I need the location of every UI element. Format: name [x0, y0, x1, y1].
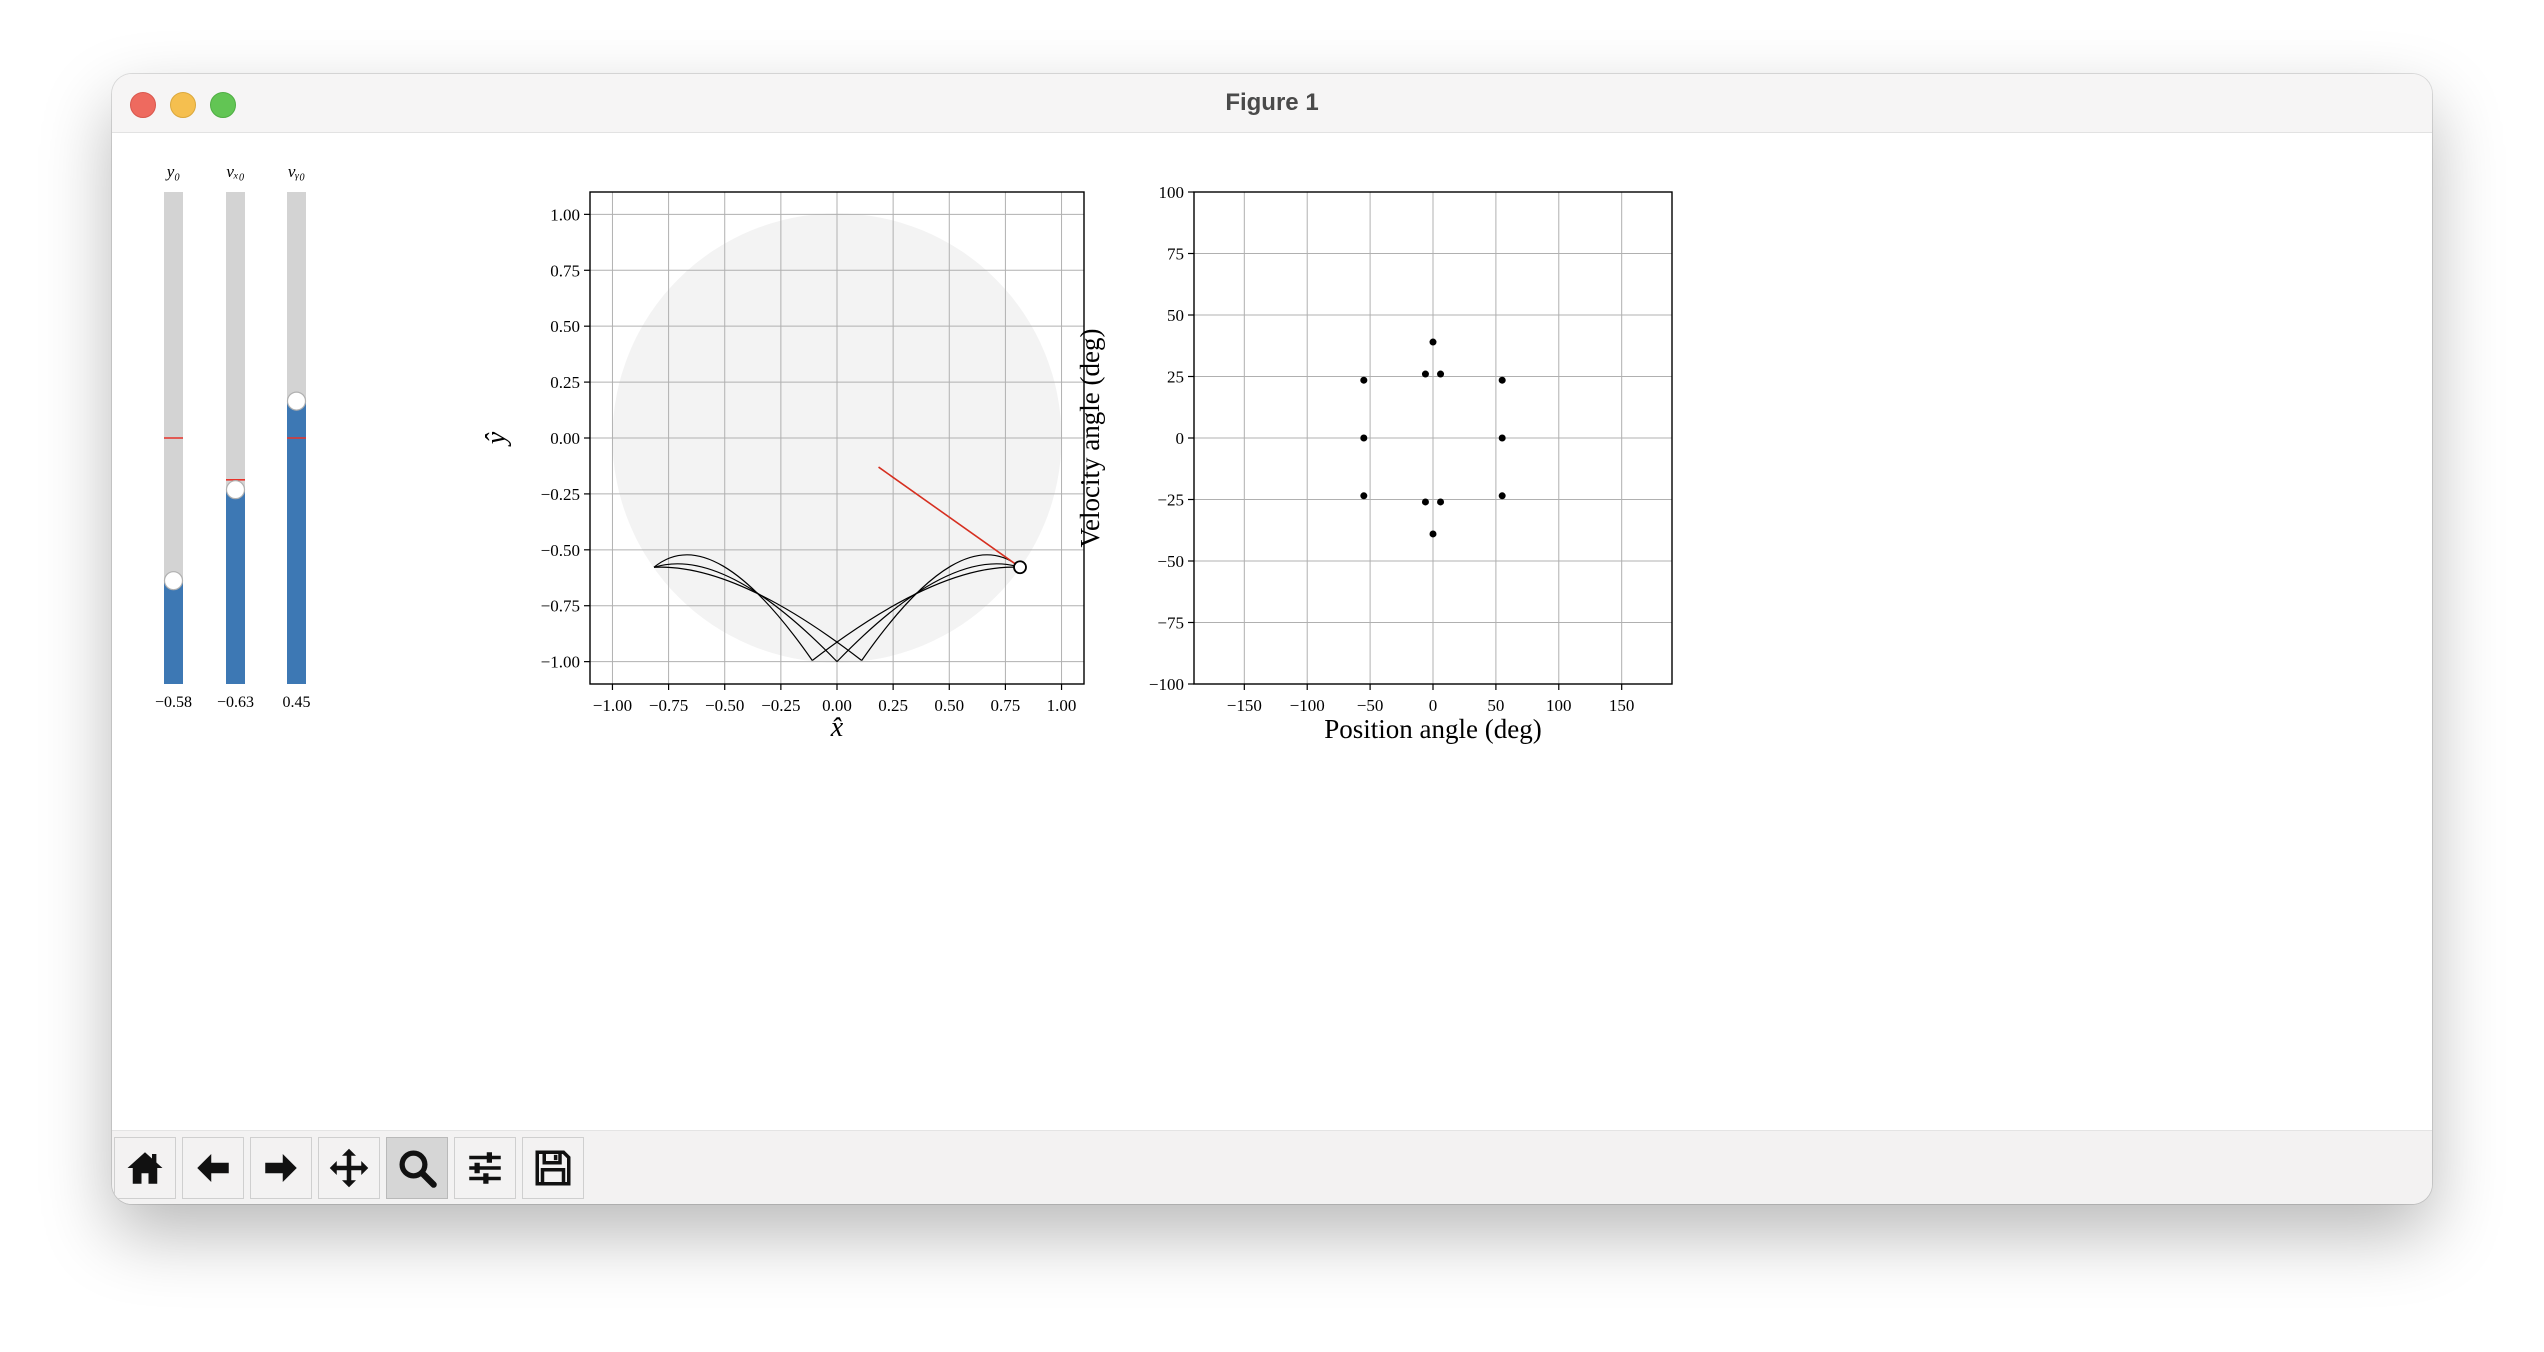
scatter-point-7	[1437, 370, 1445, 378]
ax0-xtick-label-4: 0.00	[822, 696, 852, 715]
ax0-ytick-label-5: 0.25	[550, 373, 580, 392]
slider-handle-1[interactable]	[225, 480, 246, 500]
ax0-ytick-label-1: −0.75	[541, 597, 580, 616]
slider-label-1: vₓ₀	[226, 162, 244, 181]
arrow-right-icon	[265, 1154, 297, 1182]
title-bar: Figure 1	[112, 74, 2432, 133]
ax1-xtick-label-2: −50	[1357, 696, 1384, 715]
ax1-xtick-label-5: 100	[1546, 696, 1572, 715]
scatter-point-6	[1421, 370, 1429, 378]
scatter-point-10	[1437, 498, 1445, 506]
ax0-xtick-label-8: 1.00	[1047, 696, 1077, 715]
scatter-point-8	[1429, 338, 1437, 346]
ax1-ylabel: Velocity angle (deg)	[1075, 329, 1105, 548]
ax0-ytick-label-3: −0.25	[541, 485, 580, 504]
scatter-point-9	[1421, 498, 1429, 506]
ax0-xtick-label-1: −0.75	[649, 696, 688, 715]
ax1-xtick-label-3: 0	[1429, 696, 1438, 715]
figure-canvas: y₀ −0.58 vₓ₀ −0.63 vᵧ₀ 0.45 −1.00 −0.75 −0.50 −0.…	[112, 133, 2432, 1129]
ax0-ytick-label-7: 0.75	[550, 261, 580, 280]
maximize-button[interactable]	[210, 92, 236, 118]
velocity-line	[878, 466, 1021, 568]
ax0-ytick-label-2: −0.50	[541, 541, 580, 560]
configure-button[interactable]	[454, 1137, 516, 1199]
ax1-ytick-label-2: −50	[1157, 552, 1184, 571]
ax1-xtick-label-1: −100	[1290, 696, 1325, 715]
ax0-xtick-label-3: −0.25	[761, 696, 800, 715]
slider-handle-0[interactable]	[163, 571, 184, 591]
magnifier-icon	[399, 1150, 437, 1188]
ax1-xtick-label-6: 150	[1609, 696, 1635, 715]
figure-svg: y₀ −0.58 vₓ₀ −0.63 vᵧ₀ 0.45 −1.00 −0.75 −0.50 −0.…	[155, 162, 1673, 744]
ax0-xtick-label-5: 0.25	[878, 696, 908, 715]
scatter-point-5	[1498, 492, 1506, 500]
ax1-ytick-label-1: −75	[1157, 614, 1184, 633]
ax1-ytick-label-6: 50	[1167, 306, 1184, 325]
ax1-xlabel: Position angle (deg)	[1324, 714, 1541, 744]
ax1-ytick-label-3: −25	[1157, 491, 1184, 510]
slider-label-0: y₀	[165, 162, 181, 181]
home-icon	[127, 1152, 163, 1184]
slider-fill-2	[287, 401, 306, 684]
trajectory-arc-2	[653, 566, 863, 661]
ax1-xtick-label-0: −150	[1227, 696, 1262, 715]
move-icon	[329, 1148, 369, 1188]
trajectory-arc-4	[836, 563, 1021, 663]
back-button[interactable]	[182, 1137, 244, 1199]
ax1-xtick-label-4: 50	[1487, 696, 1504, 715]
slider-label-2: vᵧ₀	[288, 162, 305, 181]
ax1-ytick-label-7: 75	[1167, 245, 1184, 264]
ax1-ytick-label-5: 25	[1167, 368, 1184, 387]
minimize-button[interactable]	[170, 92, 196, 118]
slider-handle-2[interactable]	[286, 391, 307, 411]
trajectory-arc-5	[811, 566, 1021, 661]
sliders-icon	[469, 1152, 501, 1184]
scatter-point-2	[1360, 492, 1368, 500]
slider-fill-0	[164, 580, 183, 684]
figure-window: Figure 1 y₀ −0.58 vₓ₀ −0.63 vᵧ₀ 0.45 −1.00 −0.7…	[112, 74, 2432, 1204]
arrow-left-icon	[197, 1154, 229, 1182]
ax0-ytick-label-8: 1.00	[550, 205, 580, 224]
start-point-marker	[1013, 560, 1027, 575]
slider-value-0: −0.58	[155, 694, 192, 711]
ax1-ytick-label-4: 0	[1176, 429, 1185, 448]
ax1-ytick-label-8: 100	[1159, 183, 1185, 202]
ax1-ytick-label-0: −100	[1149, 675, 1184, 694]
scatter-point-11	[1429, 530, 1437, 538]
ax0-xlabel: x̂	[830, 712, 844, 743]
trajectory-arc-1	[653, 563, 838, 663]
scatter-point-1	[1360, 434, 1368, 442]
slider-value-2: 0.45	[283, 694, 311, 711]
ax0-ytick-label-0: −1.00	[541, 653, 580, 672]
trajectory-arc-3	[861, 554, 1021, 661]
ax0-ytick-label-4: 0.00	[550, 429, 580, 448]
window-title: Figure 1	[1225, 89, 1319, 116]
slider-value-1: −0.63	[217, 694, 254, 711]
zoom-button[interactable]	[386, 1137, 448, 1199]
ax0-ylabel: ŷ	[481, 431, 512, 447]
ax0-ytick-label-6: 0.50	[550, 317, 580, 336]
save-button[interactable]	[522, 1137, 584, 1199]
scatter-point-4	[1498, 434, 1506, 442]
slider-fill-1	[226, 489, 245, 684]
forward-button[interactable]	[250, 1137, 312, 1199]
floppy-icon	[535, 1150, 571, 1186]
ax0-xtick-label-0: −1.00	[593, 696, 632, 715]
scatter-point-3	[1498, 376, 1506, 384]
ax0-xtick-label-6: 0.50	[934, 696, 964, 715]
scatter-point-0	[1360, 376, 1368, 384]
navigation-toolbar	[112, 1130, 2432, 1204]
ax0-xtick-label-7: 0.75	[991, 696, 1021, 715]
ax0-xtick-label-2: −0.50	[705, 696, 744, 715]
close-button[interactable]	[130, 92, 156, 118]
pan-button[interactable]	[318, 1137, 380, 1199]
home-button[interactable]	[114, 1137, 176, 1199]
trajectory-arc-0	[653, 554, 813, 661]
